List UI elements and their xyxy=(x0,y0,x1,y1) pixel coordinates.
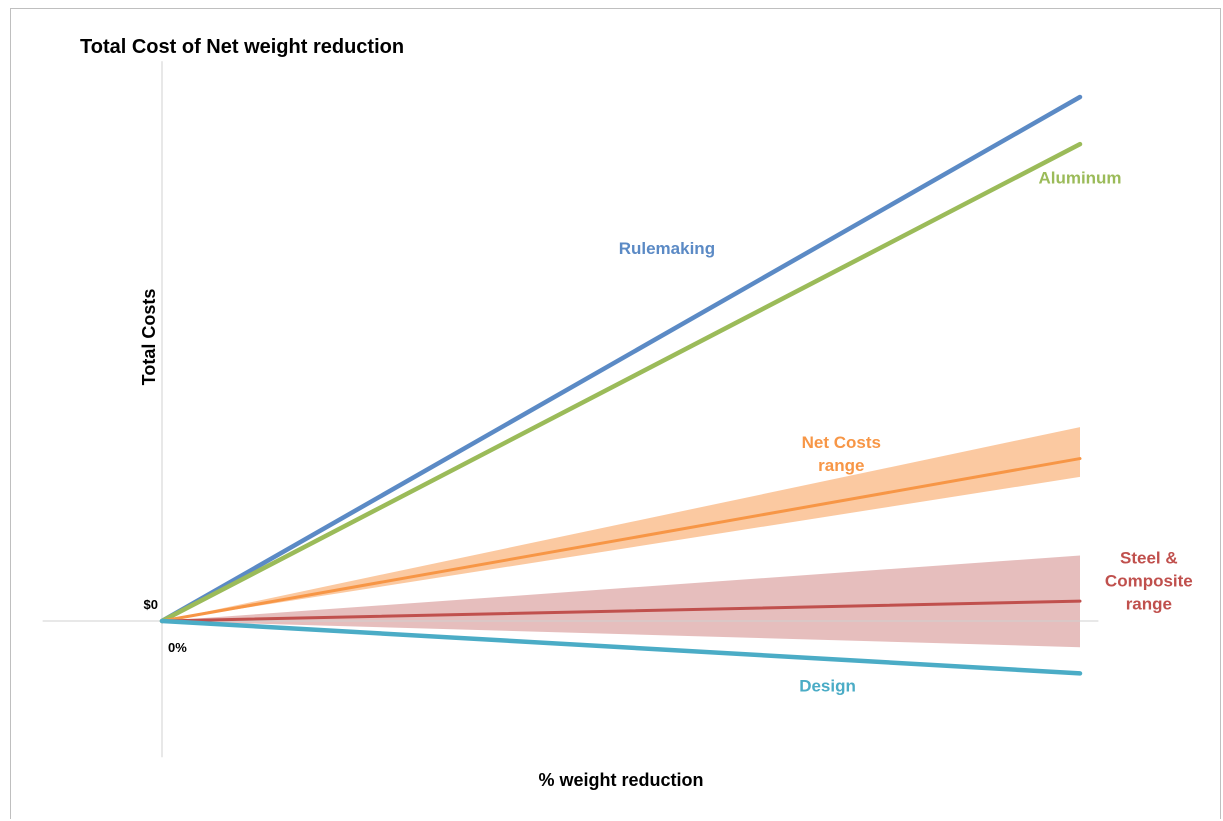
series-line-rulemaking xyxy=(159,94,1083,624)
series-label-net-costs-range: Net Costs range xyxy=(802,433,881,475)
series-label-steel-and-composite-range: Steel & Composite range xyxy=(1105,548,1193,613)
series-label-rulemaking: Rulemaking xyxy=(619,239,715,258)
series-line-design xyxy=(159,618,1083,676)
x-axis-title: % weight reduction xyxy=(538,770,703,790)
series-label-design: Design xyxy=(799,677,856,696)
band-net-costs-range xyxy=(162,427,1080,621)
y-tick-label: $0 xyxy=(144,597,158,612)
series-line-aluminum xyxy=(159,141,1083,624)
chart-title: Total Cost of Net weight reduction xyxy=(80,36,404,58)
series-labels: Rulemaking Aluminum Net Costs range Steel & C… xyxy=(619,168,1193,695)
band-steel-and-composite-range xyxy=(162,555,1080,648)
chart-frame xyxy=(10,8,1221,819)
series-line-steel-and-composite-range xyxy=(160,599,1082,623)
range-bands xyxy=(162,427,1080,648)
series-label-aluminum: Aluminum xyxy=(1038,168,1121,187)
y-axis-title: Total Costs xyxy=(139,289,159,386)
series-line-net-costs-range xyxy=(160,457,1082,623)
x-tick-label: 0% xyxy=(168,640,187,655)
series-lines xyxy=(159,94,1083,676)
